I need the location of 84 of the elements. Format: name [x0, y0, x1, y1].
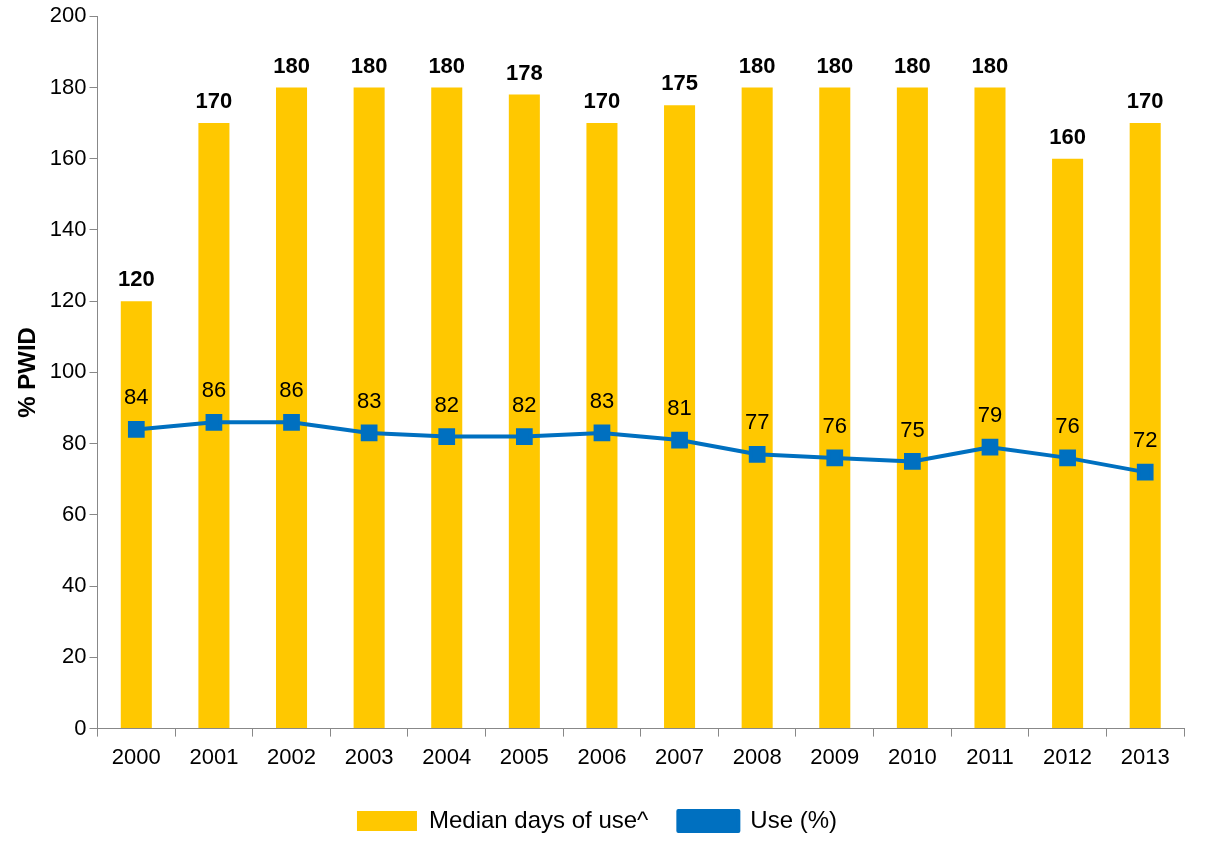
x-tick-label: 2013 [1120, 743, 1170, 769]
x-tick-label: 2005 [499, 743, 549, 769]
point [283, 413, 300, 431]
data-label: 72 [1132, 427, 1158, 453]
data-label: 120 [117, 266, 155, 292]
bar [353, 87, 385, 729]
data-label: 76 [822, 412, 848, 438]
x-tick-label: 2002 [267, 743, 316, 769]
point [438, 428, 456, 445]
data-label: 86 [201, 377, 227, 403]
x-tick-label: 2001 [189, 743, 239, 769]
data-label: 170 [1126, 88, 1164, 114]
point [1059, 449, 1076, 467]
data-label: 178 [505, 59, 543, 85]
x-tick-label: 2004 [422, 743, 472, 769]
legend-label: Median days of use^ [428, 805, 650, 833]
bar [508, 94, 540, 729]
y-tick-label: 0 [74, 714, 87, 740]
bar [664, 105, 696, 729]
y-tick-label: 120 [49, 287, 87, 313]
y-tick-label: 80 [62, 429, 87, 455]
data-label: 180 [428, 52, 466, 78]
y-tick-label: 60 [62, 500, 87, 526]
data-label: 77 [744, 409, 770, 435]
data-label: 180 [350, 52, 388, 78]
data-label: 180 [738, 52, 776, 78]
point [593, 424, 611, 442]
x-tick-label: 2009 [810, 743, 860, 769]
data-label: 180 [816, 52, 854, 78]
x-tick-label: 2012 [1043, 743, 1093, 769]
data-label: 81 [667, 395, 692, 421]
data-label: 76 [1055, 412, 1080, 438]
data-label: 83 [356, 388, 382, 414]
bar [974, 87, 1006, 729]
point [515, 428, 533, 445]
data-label: 170 [583, 88, 621, 114]
bar [586, 123, 618, 729]
bar [819, 87, 851, 729]
legend-label: Use (%) [750, 805, 838, 833]
data-label: 180 [273, 52, 310, 78]
data-label: 75 [900, 416, 925, 442]
bar [431, 87, 463, 729]
x-tick-label: 2011 [966, 743, 1014, 769]
bar [1129, 123, 1161, 729]
y-tick-label: 100 [49, 358, 87, 384]
data-label: 180 [971, 52, 1009, 78]
point [826, 449, 844, 467]
x-tick-label: 2010 [887, 743, 937, 769]
bar [276, 87, 308, 729]
data-label: 175 [661, 70, 698, 96]
point [127, 421, 145, 438]
x-tick-label: 2000 [111, 743, 161, 769]
y-tick-label: 200 [49, 2, 87, 28]
point [1136, 463, 1154, 481]
data-label: 180 [894, 52, 931, 78]
y-tick-label: 20 [62, 643, 87, 669]
y-tick-label: 180 [49, 73, 87, 99]
y-axis-title: % PWID [13, 327, 41, 418]
data-label: 83 [589, 388, 615, 414]
y-tick-label: 40 [62, 572, 87, 598]
data-label: 82 [434, 391, 459, 417]
data-label: 170 [195, 88, 233, 114]
x-tick-label: 2008 [732, 743, 782, 769]
point [748, 445, 766, 463]
point [904, 453, 921, 470]
bar [1052, 158, 1084, 729]
data-label: 79 [977, 402, 1003, 428]
point [205, 413, 223, 431]
point [671, 431, 688, 449]
bar [120, 301, 152, 729]
point [981, 438, 999, 456]
x-tick-label: 2003 [344, 743, 394, 769]
bar [741, 87, 773, 729]
data-label: 84 [124, 384, 149, 410]
y-tick-label: 140 [49, 215, 87, 241]
data-label: 160 [1049, 123, 1086, 149]
point [360, 424, 378, 442]
bar [896, 87, 928, 729]
y-tick-label: 160 [49, 144, 87, 170]
x-tick-label: 2006 [577, 743, 627, 769]
data-label: 82 [512, 391, 537, 417]
bar [198, 123, 230, 729]
data-label: 86 [279, 377, 304, 403]
x-tick-label: 2007 [655, 743, 705, 769]
